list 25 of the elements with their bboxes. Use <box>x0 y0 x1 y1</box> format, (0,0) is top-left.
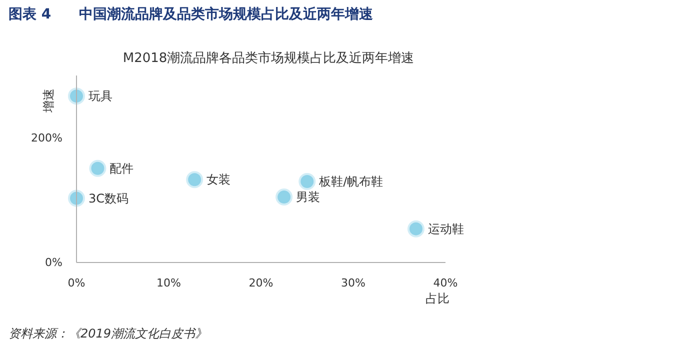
y-tick-label: 200% <box>31 131 63 144</box>
x-tick-label: 0% <box>68 276 86 290</box>
series-label: 配件 <box>110 161 134 176</box>
point <box>407 220 424 238</box>
chart-subtitle: M2018潮流品牌各品类市场规模占比及近两年增速 <box>122 50 414 66</box>
text: 资料来源：《2019潮流文化白皮书》 <box>8 326 208 340</box>
series-label: 玩具 <box>88 89 112 104</box>
series-label: 板鞋/帆布鞋 <box>318 174 384 188</box>
chart-title: 图表 4 中国潮流品牌及品类市场规模占比及近两年增速 <box>8 6 374 22</box>
point <box>186 171 204 188</box>
series-label: 女装 <box>206 172 231 187</box>
y-axis-title: 增速 <box>42 88 56 114</box>
x-tick-label: 20% <box>248 276 274 290</box>
x-tick-label: 30% <box>341 276 366 290</box>
series-label: 3C数码 <box>88 191 129 206</box>
point <box>68 88 85 105</box>
point <box>276 188 293 206</box>
point <box>68 190 85 207</box>
point <box>89 160 106 177</box>
x-tick-label: 10% <box>156 276 181 290</box>
x-tick-label: 40% <box>433 276 458 290</box>
series-label: 男装 <box>296 190 320 204</box>
series-label: 运动鞋 <box>428 222 464 236</box>
point <box>298 172 316 190</box>
x-axis-title: 占比 <box>426 292 450 306</box>
